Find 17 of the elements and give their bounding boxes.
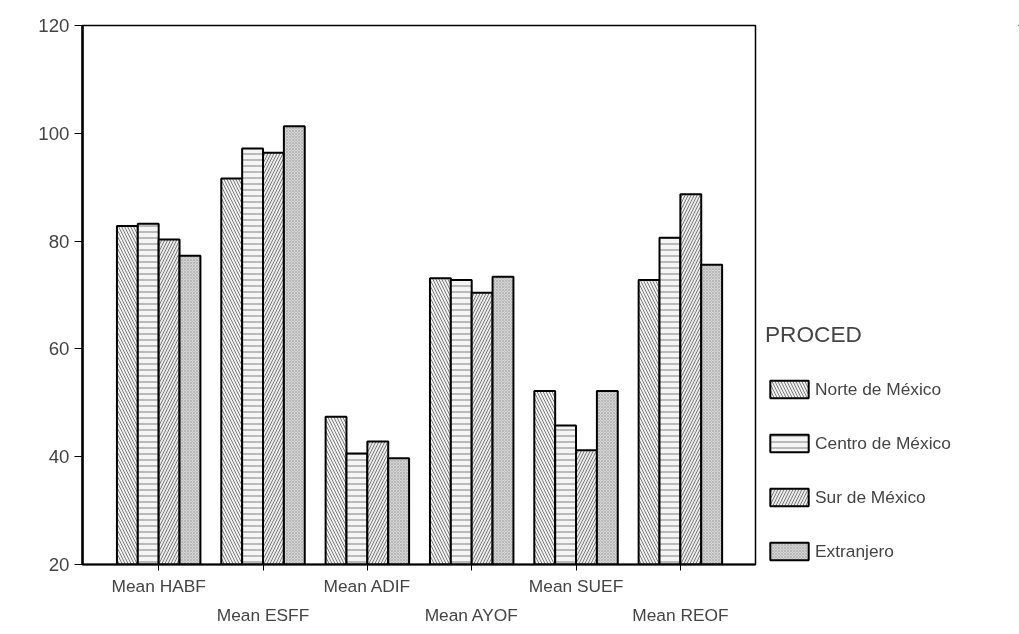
y-tick-label: 80 [48, 230, 70, 252]
x-tick-label: Mean AYOF [424, 604, 518, 625]
y-tick-label: 60 [48, 338, 70, 360]
y-tick-label: 20 [48, 554, 70, 575]
x-tick-label: Mean HABF [111, 575, 206, 596]
legend-label: Norte de México [815, 378, 942, 400]
legend-label: Sur de México [815, 486, 926, 508]
x-tick-label: Mean ESFF [216, 604, 310, 625]
y-tick-label: 40 [48, 446, 70, 468]
x-tick-label: Mean SUEF [528, 575, 624, 596]
y-tick-label: 100 [38, 122, 70, 144]
x-tick-label: Mean REOF [632, 604, 729, 625]
legend-label: Extranjero [815, 540, 894, 562]
x-tick-label: Mean ADIF [323, 575, 411, 596]
legend-label: Centro de México [815, 432, 951, 454]
y-tick-label: 120 [38, 15, 70, 36]
legend-title: PROCED [765, 321, 863, 348]
